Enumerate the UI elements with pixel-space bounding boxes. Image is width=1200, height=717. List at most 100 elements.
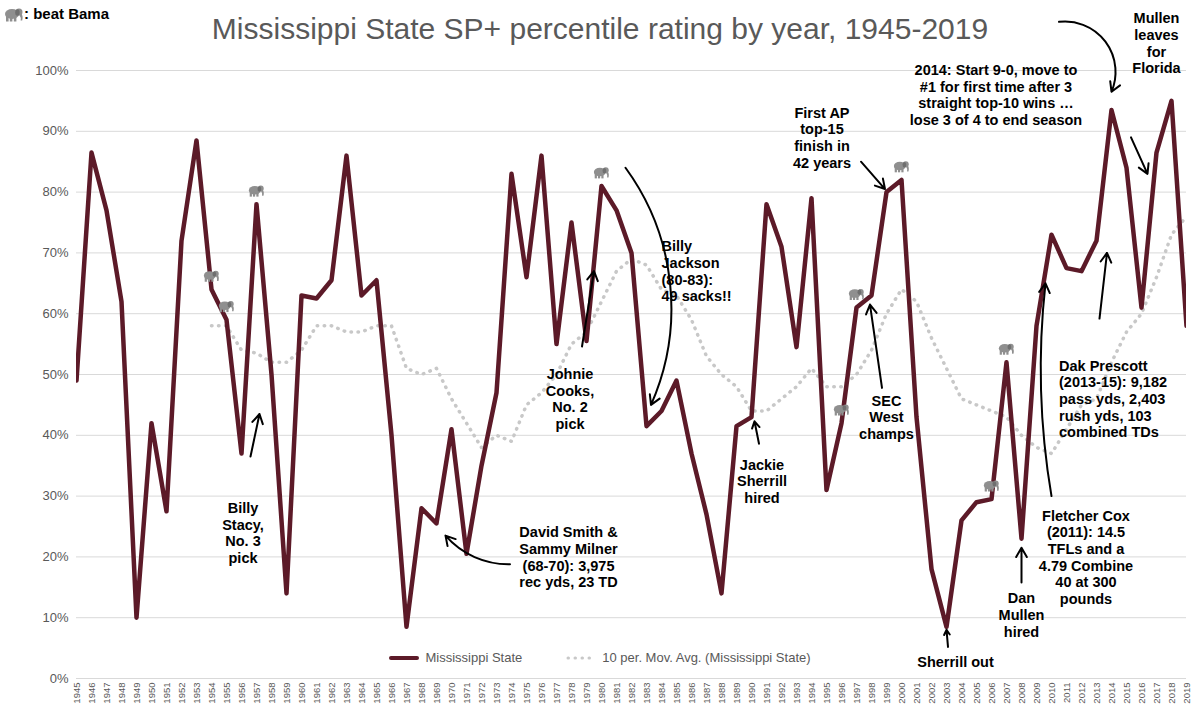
svg-text:1993: 1993 bbox=[791, 683, 802, 704]
svg-text:BillyJackson(80-83):49 sacks!!: BillyJackson(80-83):49 sacks!! bbox=[662, 238, 732, 304]
svg-text:1995: 1995 bbox=[821, 683, 832, 704]
svg-text:1982: 1982 bbox=[626, 683, 637, 704]
svg-text:1974: 1974 bbox=[506, 683, 517, 704]
svg-text:0%: 0% bbox=[50, 671, 69, 686]
svg-text:2009: 2009 bbox=[1031, 683, 1042, 704]
svg-text:1953: 1953 bbox=[191, 683, 202, 704]
svg-text:2017: 2017 bbox=[1151, 683, 1162, 704]
svg-text:1962: 1962 bbox=[326, 683, 337, 704]
svg-text:2013: 2013 bbox=[1091, 683, 1102, 704]
svg-text:1989: 1989 bbox=[731, 683, 742, 704]
svg-text:1971: 1971 bbox=[461, 683, 472, 704]
svg-text:1992: 1992 bbox=[776, 683, 787, 704]
svg-text:70%: 70% bbox=[42, 245, 68, 260]
svg-text:1950: 1950 bbox=[146, 683, 157, 704]
svg-text:1978: 1978 bbox=[566, 683, 577, 704]
svg-text:1970: 1970 bbox=[446, 683, 457, 704]
svg-text:80%: 80% bbox=[42, 184, 68, 199]
svg-text:1947: 1947 bbox=[101, 683, 112, 704]
svg-text:1985: 1985 bbox=[671, 683, 682, 704]
svg-text:Sherrill out: Sherrill out bbox=[917, 654, 994, 670]
svg-text:1958: 1958 bbox=[266, 683, 277, 704]
svg-text:100%: 100% bbox=[35, 63, 69, 78]
svg-text:1956: 1956 bbox=[236, 683, 247, 704]
svg-text:SECWestchamps: SECWestchamps bbox=[859, 393, 914, 442]
svg-text:2003: 2003 bbox=[941, 683, 952, 704]
svg-text:1972: 1972 bbox=[476, 683, 487, 704]
svg-text:1997: 1997 bbox=[851, 683, 862, 704]
svg-text:1963: 1963 bbox=[341, 683, 352, 704]
svg-text:1973: 1973 bbox=[491, 683, 502, 704]
svg-text:2019: 2019 bbox=[1181, 683, 1192, 704]
svg-text:First APtop-15finish in42 year: First APtop-15finish in42 years bbox=[793, 105, 851, 171]
svg-text:MullenleavesforFlorida: MullenleavesforFlorida bbox=[1132, 10, 1181, 76]
svg-text:1987: 1987 bbox=[701, 683, 712, 704]
svg-text:2012: 2012 bbox=[1076, 683, 1087, 704]
svg-text:1999: 1999 bbox=[881, 683, 892, 704]
svg-text:1948: 1948 bbox=[116, 683, 127, 704]
svg-text:2001: 2001 bbox=[911, 683, 922, 704]
svg-text:1994: 1994 bbox=[806, 683, 817, 704]
svg-text:2000: 2000 bbox=[896, 683, 907, 704]
svg-text:David Smith &Sammy Milner(68-7: David Smith &Sammy Milner(68-70): 3,975r… bbox=[519, 524, 618, 590]
svg-text:30%: 30% bbox=[42, 488, 68, 503]
svg-text:40%: 40% bbox=[42, 427, 68, 442]
svg-text:1975: 1975 bbox=[521, 683, 532, 704]
svg-text:2014: 2014 bbox=[1106, 683, 1117, 704]
svg-text:1955: 1955 bbox=[221, 683, 232, 704]
svg-text:2005: 2005 bbox=[971, 683, 982, 704]
svg-text:1984: 1984 bbox=[656, 683, 667, 704]
svg-text:1960: 1960 bbox=[296, 683, 307, 704]
svg-text:1998: 1998 bbox=[866, 683, 877, 704]
svg-text:1990: 1990 bbox=[746, 683, 757, 704]
svg-text:20%: 20% bbox=[42, 549, 68, 564]
svg-text:2018: 2018 bbox=[1166, 683, 1177, 704]
svg-text:JackieSherrillhired: JackieSherrillhired bbox=[737, 457, 787, 506]
svg-text:90%: 90% bbox=[42, 123, 68, 138]
svg-text:2010: 2010 bbox=[1046, 683, 1057, 704]
svg-text:2016: 2016 bbox=[1136, 683, 1147, 704]
svg-text:1977: 1977 bbox=[551, 683, 562, 704]
svg-text:50%: 50% bbox=[42, 367, 68, 382]
svg-text:1954: 1954 bbox=[206, 683, 217, 704]
svg-text:1968: 1968 bbox=[416, 683, 427, 704]
svg-text:1957: 1957 bbox=[251, 683, 262, 704]
svg-text:1949: 1949 bbox=[131, 683, 142, 704]
svg-text:2011: 2011 bbox=[1061, 683, 1072, 703]
svg-text:Fletcher Cox(2011): 14.5TFLs a: Fletcher Cox(2011): 14.5TFLs and a4.79 C… bbox=[1039, 508, 1133, 607]
svg-text:2008: 2008 bbox=[1016, 683, 1027, 704]
svg-text:1986: 1986 bbox=[686, 683, 697, 704]
svg-text:1951: 1951 bbox=[161, 683, 172, 704]
svg-text:1946: 1946 bbox=[86, 683, 97, 704]
svg-text:1966: 1966 bbox=[386, 683, 397, 704]
svg-text:10%: 10% bbox=[42, 610, 68, 625]
svg-text:2004: 2004 bbox=[956, 683, 967, 704]
svg-text:1983: 1983 bbox=[641, 683, 652, 704]
svg-text:2006: 2006 bbox=[986, 683, 997, 704]
svg-text:1969: 1969 bbox=[431, 683, 442, 704]
svg-text:1945: 1945 bbox=[71, 683, 82, 704]
svg-text:2002: 2002 bbox=[926, 683, 937, 704]
svg-text:1976: 1976 bbox=[536, 683, 547, 704]
svg-text:1981: 1981 bbox=[611, 683, 622, 704]
svg-text:1964: 1964 bbox=[356, 683, 367, 704]
svg-text:1980: 1980 bbox=[596, 683, 607, 704]
svg-text:1996: 1996 bbox=[836, 683, 847, 704]
svg-text:BillyStacy,No. 3pick: BillyStacy,No. 3pick bbox=[222, 500, 264, 566]
svg-text:1979: 1979 bbox=[581, 683, 592, 704]
svg-text:1967: 1967 bbox=[401, 683, 412, 704]
svg-text:JohnieCooks,No. 2pick: JohnieCooks,No. 2pick bbox=[546, 366, 594, 432]
svg-text:1952: 1952 bbox=[176, 683, 187, 704]
svg-text:1961: 1961 bbox=[311, 683, 322, 704]
svg-text:1959: 1959 bbox=[281, 683, 292, 704]
svg-text:1991: 1991 bbox=[761, 683, 772, 704]
svg-text:2014: Start 9-0, move to#1 for: 2014: Start 9-0, move to#1 for first tim… bbox=[910, 62, 1082, 128]
svg-text:Dak Prescott(2013-15): 9,182pa: Dak Prescott(2013-15): 9,182pass yds, 2,… bbox=[1059, 358, 1167, 441]
svg-text:2015: 2015 bbox=[1121, 683, 1132, 704]
svg-text:60%: 60% bbox=[42, 306, 68, 321]
svg-text:1988: 1988 bbox=[716, 683, 727, 704]
svg-text:2007: 2007 bbox=[1001, 683, 1012, 704]
html-text:Mississippi State SP+ percenti: Mississippi State SP+ percentile rating … bbox=[211, 12, 989, 45]
svg-text:DanMullenhired: DanMullenhired bbox=[999, 590, 1045, 639]
svg-text:1965: 1965 bbox=[371, 683, 382, 704]
